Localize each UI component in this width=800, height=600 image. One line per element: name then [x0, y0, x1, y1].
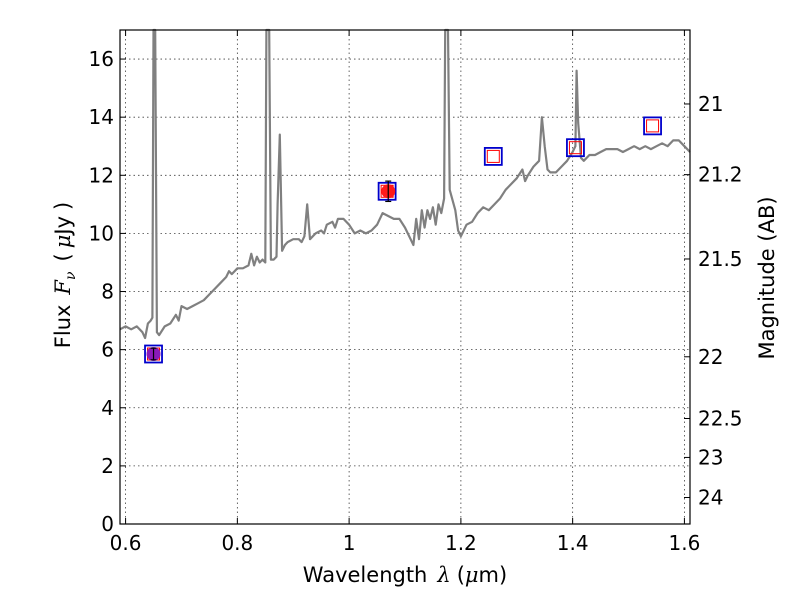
y2-tick-label: 22 [698, 345, 723, 369]
model-photometry-3 [483, 147, 503, 166]
y2-tick-label: 22.5 [698, 406, 743, 430]
y2-tick-label: 23 [698, 445, 723, 469]
y-tick-label: 12 [89, 163, 114, 187]
model-photometry-4 [566, 138, 585, 158]
y2-axis-label: Magnitude (AB) [755, 196, 779, 359]
x-tick-label: 1.2 [445, 531, 477, 555]
blue-square-marker [144, 344, 163, 364]
blue-square-marker [377, 181, 397, 201]
x-tick-label: 0.6 [110, 531, 142, 555]
plot-series [119, 28, 691, 340]
plot-markers [144, 116, 662, 364]
blue-square-marker [643, 116, 662, 136]
spectrum-line [119, 28, 691, 340]
y-tick-label: 6 [101, 338, 114, 362]
y2-tick-label: 24 [698, 485, 723, 509]
blue-square-marker [566, 138, 585, 158]
y-tick-label: 10 [89, 221, 114, 245]
observed-point-1 [146, 347, 161, 362]
grid [120, 30, 690, 524]
x-tick-label: 1 [343, 531, 356, 555]
observed-point-2 [381, 180, 396, 203]
x-axis-label: Wavelength λ (μm) [303, 563, 507, 587]
y-tick-label: 8 [101, 280, 114, 304]
blue-square-marker [483, 147, 503, 166]
red-square-marker [486, 149, 500, 163]
model-photometry-5 [643, 116, 662, 136]
y2-tick-label: 21.5 [698, 247, 743, 271]
x-tick-label: 0.8 [221, 531, 253, 555]
y-tick-label: 14 [89, 105, 114, 129]
y2-tick-label: 21.2 [698, 163, 743, 187]
y-tick-label: 16 [89, 47, 114, 71]
x-tick-label: 1.6 [669, 531, 701, 555]
y-axis-label: FluxFν(μJy) [51, 202, 79, 348]
axis-ticks: 0.6 0.8 1 1.2 1.4 1.602468101214162121.221.52… [89, 30, 743, 555]
red-square-marker [646, 119, 660, 133]
y-tick-label: 4 [101, 396, 114, 420]
red-square-marker [568, 141, 582, 155]
y-tick-label: 0 [101, 512, 114, 536]
x-tick-label: 1.4 [557, 531, 589, 555]
plot-frame [119, 29, 691, 525]
y2-tick-label: 21 [698, 92, 723, 116]
y-tick-label: 2 [101, 454, 114, 478]
